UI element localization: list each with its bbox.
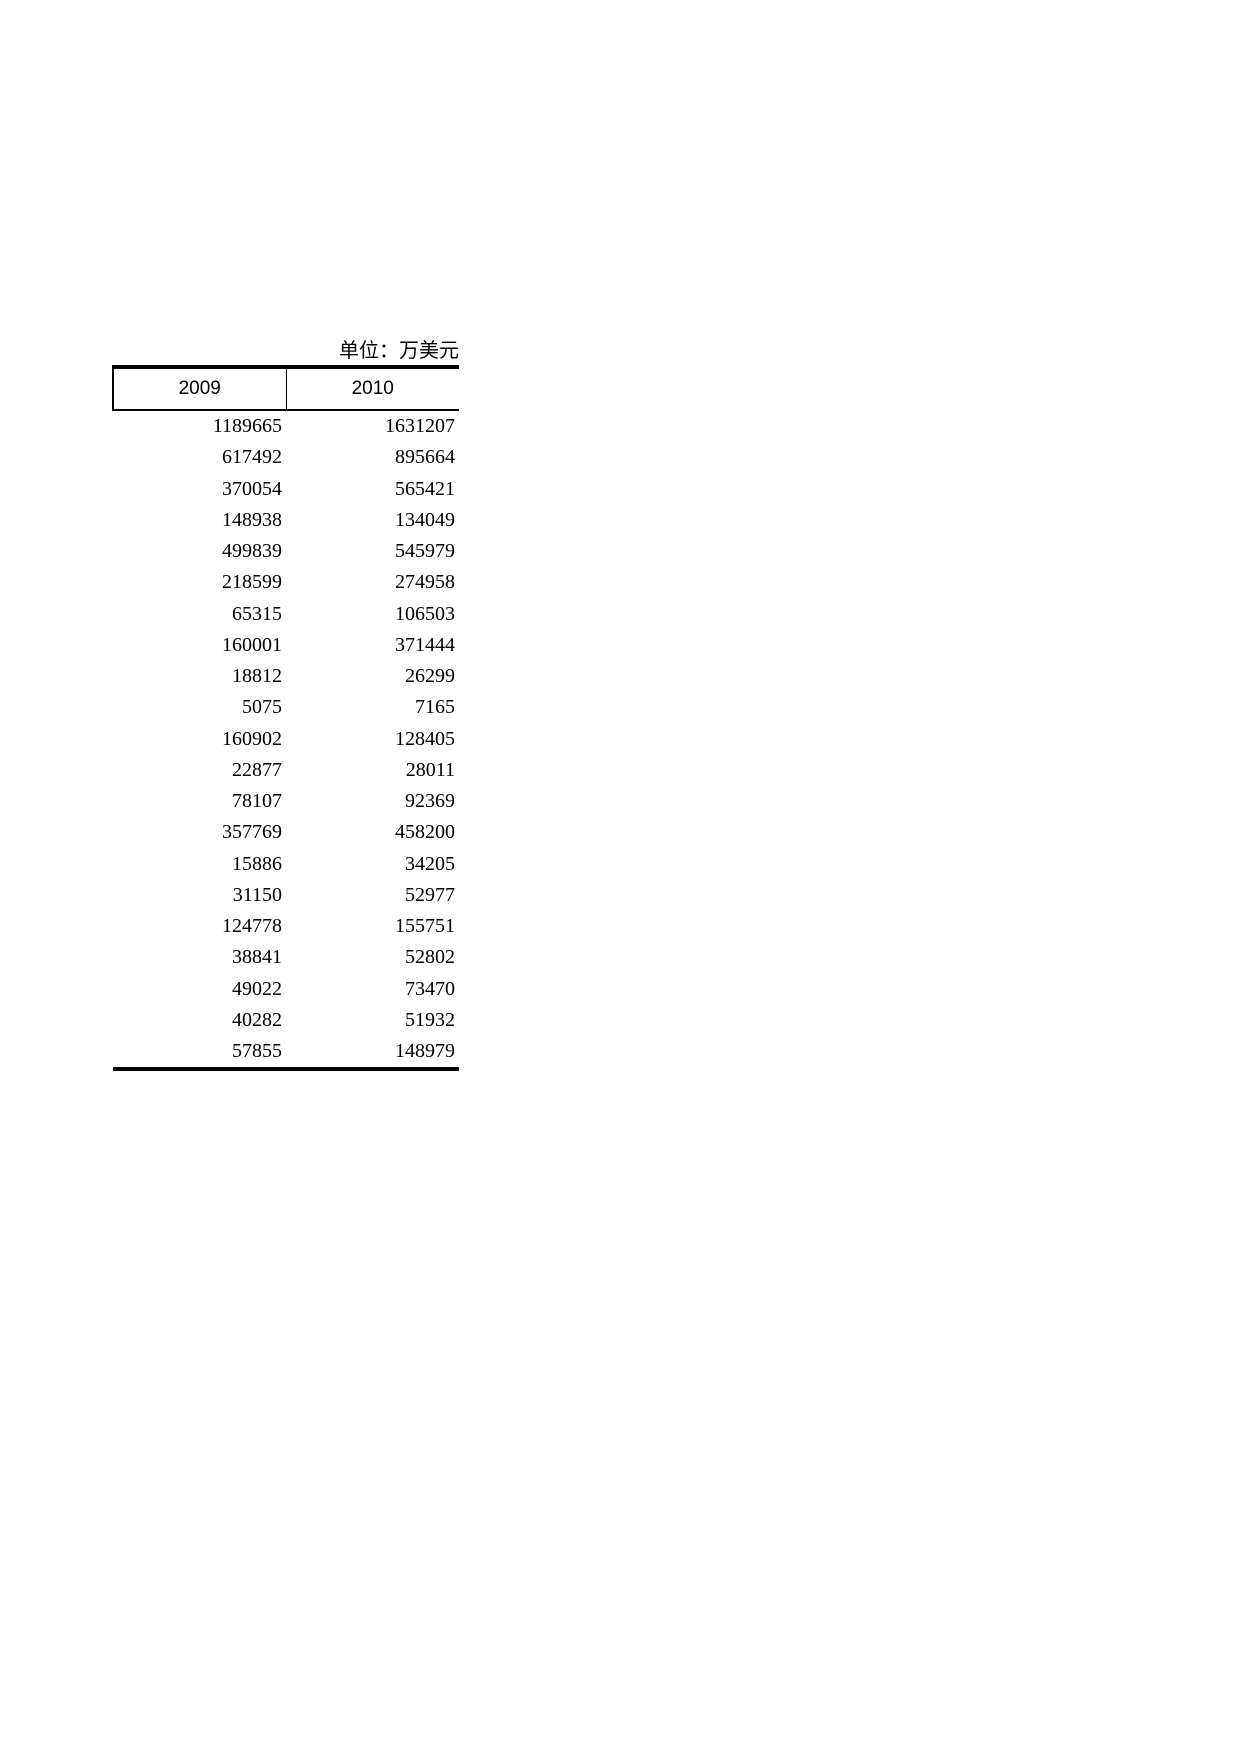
- table-row: 78107 92369: [113, 786, 459, 817]
- table-cell-2009: 124778: [222, 915, 282, 938]
- table-cell-2010: 458200: [395, 821, 455, 844]
- table-cell-2009: 5075: [242, 696, 282, 719]
- table-cell-2009: 499839: [222, 540, 282, 563]
- table-cell-2010: 28011: [405, 758, 455, 781]
- table-cell-2010: 51932: [405, 1008, 455, 1031]
- table-row: 31150 52977: [113, 880, 459, 911]
- table-cell-2009: 617492: [222, 446, 282, 469]
- table-cell-2010: 148979: [286, 1036, 459, 1072]
- table-cell-2009: 160001: [222, 633, 282, 656]
- table-row: 5075 7165: [113, 692, 459, 723]
- table-row: 65315 106503: [113, 599, 459, 630]
- table-cell-2010: 73470: [405, 977, 455, 1000]
- table-cell-2009: 38841: [232, 946, 282, 969]
- table-cell-2010: 1631207: [385, 415, 455, 438]
- table-cell-2010: 106503: [395, 602, 455, 625]
- table-cell-2009: 357769: [222, 821, 282, 844]
- table-cell-2009: 40282: [232, 1008, 282, 1031]
- table-cell-2010: 134049: [395, 508, 455, 531]
- table-cell-2010: 371444: [395, 633, 455, 656]
- table-cell-2010: 565421: [395, 477, 455, 500]
- table-row: 124778 155751: [113, 911, 459, 942]
- table-cell-2010: 128405: [395, 727, 455, 750]
- table-row: 18812 26299: [113, 661, 459, 692]
- table-row: 15886 34205: [113, 849, 459, 880]
- column-header-2010: 2010: [286, 365, 459, 411]
- table-cell-2009: 49022: [232, 977, 282, 1000]
- table-cell-2010: 274958: [395, 571, 455, 594]
- table-cell-2009: 18812: [232, 665, 282, 688]
- table-cell-2009: 218599: [222, 571, 282, 594]
- table-row: 370054 565421: [113, 474, 459, 505]
- data-table: 2009 2010 1189665 1631207 617492 895664 3700…: [112, 365, 459, 1072]
- table-cell-2010: 155751: [395, 915, 455, 938]
- table-row: 38841 52802: [113, 942, 459, 973]
- table-cell-2009: 65315: [232, 602, 282, 625]
- table-cell-2009: 160902: [222, 727, 282, 750]
- column-header-2009: 2009: [112, 365, 287, 411]
- table-row: 160902 128405: [113, 724, 459, 755]
- table-row: 499839 545979: [113, 536, 459, 567]
- table-row: 218599 274958: [113, 567, 459, 598]
- table-cell-2010: 7165: [415, 696, 455, 719]
- unit-label: 单位：万美元: [339, 338, 459, 362]
- table-row: 617492 895664: [113, 442, 459, 473]
- table-cell-2010: 52977: [405, 883, 455, 906]
- table-cell-2010: 26299: [405, 665, 455, 688]
- table-cell-2010: 52802: [405, 946, 455, 969]
- table-row: 1189665 1631207: [113, 410, 459, 442]
- table-row: 40282 51932: [113, 1005, 459, 1036]
- table-cell-2010: 545979: [395, 540, 455, 563]
- table-cell-2009: 15886: [232, 852, 282, 875]
- table-row: 49022 73470: [113, 974, 459, 1005]
- table-cell-2009: 78107: [232, 790, 282, 813]
- table-cell-2009: 22877: [232, 758, 282, 781]
- table-row: 160001 371444: [113, 630, 459, 661]
- table-row: 148938 134049: [113, 505, 459, 536]
- table-cell-2009: 1189665: [212, 415, 282, 438]
- table-cell-2009: 148938: [222, 508, 282, 531]
- table-row: 357769 458200: [113, 817, 459, 848]
- table-cell-2009: 57855: [113, 1036, 286, 1072]
- table-cell-2010: 34205: [405, 852, 455, 875]
- table-cell-2009: 31150: [232, 883, 282, 906]
- table-cell-2010: 92369: [405, 790, 455, 813]
- header-row: 2009 2010: [112, 365, 459, 411]
- table-cell-2009: 370054: [222, 477, 282, 500]
- table-row: 22877 28011: [113, 755, 459, 786]
- table-row: 57855 148979: [113, 1036, 459, 1072]
- table-cell-2010: 895664: [395, 446, 455, 469]
